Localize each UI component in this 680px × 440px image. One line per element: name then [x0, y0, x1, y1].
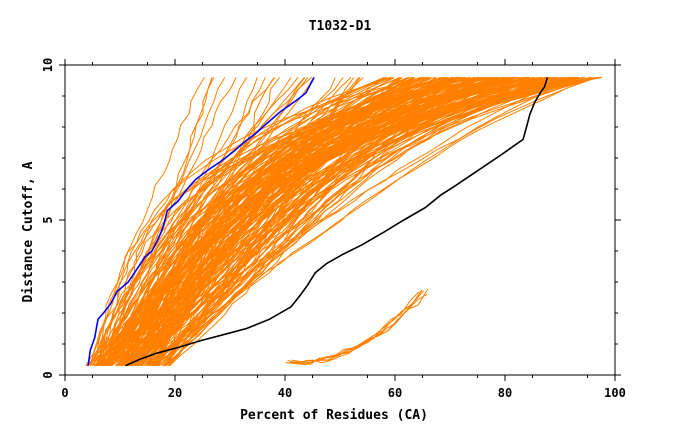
model-curve — [100, 76, 449, 367]
model-curve — [93, 76, 464, 367]
highlighted-series — [87, 77, 549, 367]
model-curve — [120, 76, 539, 366]
model-curve — [141, 76, 408, 367]
x-tick-label: 100 — [604, 386, 626, 400]
x-tick-label: 60 — [388, 386, 402, 400]
chart-title: T1032-D1 — [309, 19, 372, 34]
model-curve — [153, 76, 527, 367]
model-curve — [121, 76, 496, 367]
x-tick-label: 20 — [168, 386, 182, 400]
black-series-line — [125, 77, 549, 367]
model-curve — [156, 76, 400, 366]
model-curve — [93, 76, 427, 366]
y-axis-label: Distance Cutoff, A — [21, 161, 36, 302]
model-curve — [169, 76, 554, 367]
model-curve — [103, 76, 424, 366]
model-curve — [116, 76, 428, 367]
y-axis: 0 5 10 — [41, 58, 621, 379]
model-curve — [150, 76, 513, 367]
y-tick-label: 5 — [41, 216, 55, 223]
model-curve — [89, 77, 205, 366]
model-curve — [146, 76, 598, 367]
model-curve — [155, 76, 481, 366]
model-curve — [294, 290, 425, 364]
x-tick-label: 40 — [278, 386, 292, 400]
model-curve — [143, 76, 484, 367]
model-curve — [107, 76, 546, 367]
model-curve — [156, 76, 475, 366]
model-curve — [130, 76, 497, 367]
model-curve — [155, 76, 507, 366]
y-tick-label: 10 — [41, 58, 55, 72]
x-axis-label: Percent of Residues (CA) — [240, 408, 428, 423]
model-curve — [109, 76, 542, 366]
model-curve — [119, 76, 557, 367]
model-curve — [96, 76, 457, 366]
model-curve — [103, 76, 442, 367]
model-curve — [163, 76, 571, 367]
blue-series-line — [87, 77, 315, 366]
model-curve — [134, 76, 534, 367]
model-curve — [158, 76, 583, 366]
model-curve — [133, 77, 454, 367]
model-curve — [96, 77, 276, 366]
x-tick-label: 80 — [498, 386, 512, 400]
model-curve — [154, 76, 556, 367]
model-curve — [93, 76, 563, 366]
model-curve — [110, 76, 599, 367]
model-curve — [150, 76, 524, 367]
model-curves — [85, 76, 602, 367]
x-tick-label: 0 — [61, 386, 68, 400]
model-curve — [107, 76, 574, 367]
y-tick-label: 0 — [41, 371, 55, 378]
model-curve — [117, 76, 485, 367]
x-axis: 0 20 40 60 80 100 — [61, 59, 626, 400]
